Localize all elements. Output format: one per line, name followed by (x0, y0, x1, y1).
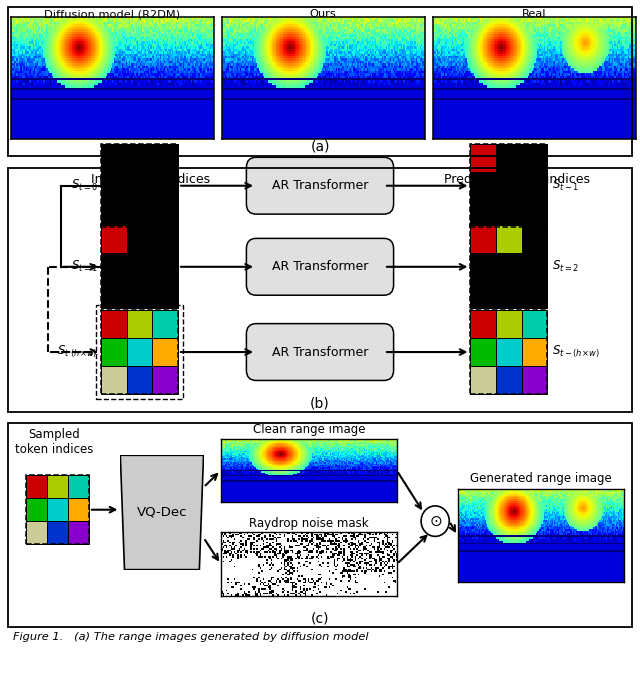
Text: (a): (a) (310, 140, 330, 154)
Text: $S_{t-(h\!\times\!w)}$: $S_{t-(h\!\times\!w)}$ (552, 344, 600, 360)
Text: AR Transformer: AR Transformer (272, 179, 368, 192)
Text: Input token indices: Input token indices (91, 173, 210, 186)
Text: AR Transformer: AR Transformer (272, 346, 368, 358)
Text: Diffusion model (R2DM): Diffusion model (R2DM) (44, 9, 180, 19)
Text: $\odot$: $\odot$ (429, 514, 442, 529)
Text: Real: Real (522, 9, 547, 19)
Text: Raydrop noise mask: Raydrop noise mask (250, 517, 369, 530)
Text: VQ-Dec: VQ-Dec (137, 506, 187, 519)
Text: Predicted token indices: Predicted token indices (444, 173, 590, 186)
Text: Generated range image: Generated range image (470, 472, 612, 485)
Text: (b): (b) (310, 396, 330, 410)
Text: $S_{t-1}$: $S_{t-1}$ (552, 178, 579, 193)
Text: $\vdots$: $\vdots$ (511, 331, 523, 351)
Text: $S_{t=1}$: $S_{t=1}$ (70, 259, 98, 274)
Text: $\vdots$: $\vdots$ (145, 331, 156, 351)
Text: $S_{t\ (h\!\times\!w)}$: $S_{t\ (h\!\times\!w)}$ (58, 344, 98, 360)
Text: Clean range image: Clean range image (253, 423, 365, 436)
Text: (c): (c) (311, 611, 329, 625)
Text: $S_{t=0}$: $S_{t=0}$ (70, 178, 98, 193)
Text: Sampled
token indices: Sampled token indices (15, 428, 93, 456)
Text: Ours: Ours (310, 9, 337, 19)
Polygon shape (120, 455, 204, 570)
Text: $S_{t=2}$: $S_{t=2}$ (552, 259, 579, 274)
Text: Figure 1.   (a) The range images generated by diffusion model: Figure 1. (a) The range images generated… (13, 632, 368, 642)
Text: AR Transformer: AR Transformer (272, 261, 368, 273)
